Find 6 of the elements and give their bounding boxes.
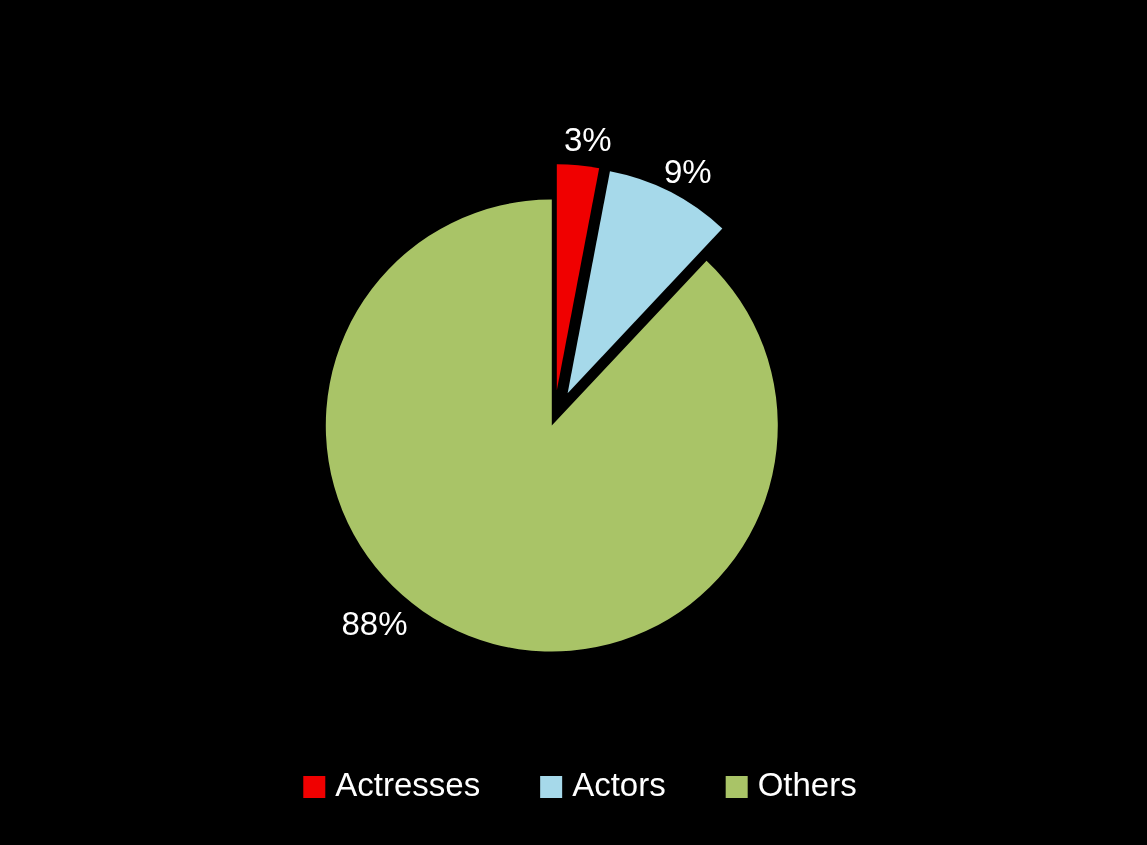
data-label: 3% xyxy=(563,120,612,158)
legend-label: Actors xyxy=(572,765,666,803)
legend-label: Actresses xyxy=(335,765,481,803)
data-label: 9% xyxy=(663,152,712,190)
data-label: 88% xyxy=(341,605,408,643)
legend-label: Others xyxy=(757,765,857,803)
